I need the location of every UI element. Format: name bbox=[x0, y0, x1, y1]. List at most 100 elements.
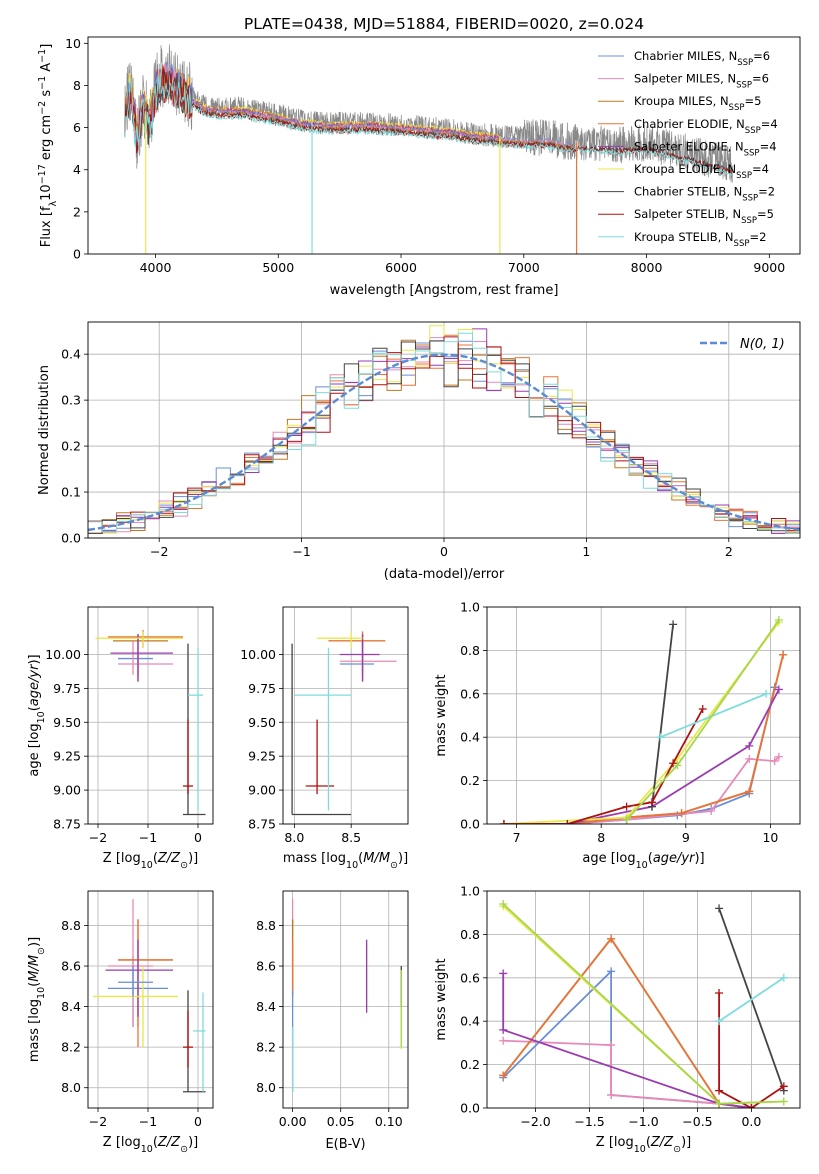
series-point-marker bbox=[745, 787, 754, 796]
x-axis-label-part: )] bbox=[681, 1135, 691, 1150]
x-axis-label-part: Z [log bbox=[596, 1135, 634, 1150]
legend-entry-n: =6 bbox=[752, 72, 769, 86]
y-axis-label: mass weight bbox=[434, 958, 449, 1040]
x-axis-label: Z [log10(Z/Z⊙)] bbox=[596, 1135, 691, 1155]
y-tick-label: 9.00 bbox=[53, 783, 81, 798]
y-tick-label: 0.6 bbox=[460, 970, 480, 985]
series-line-chabrier-elodie bbox=[503, 654, 784, 824]
x-axis-label-part: )] bbox=[188, 851, 198, 866]
y-axis-label-part: ] bbox=[39, 44, 54, 49]
y-tick-label: 0.2 bbox=[460, 1057, 480, 1072]
legend-entry-text: Kroupa MILES, N bbox=[634, 94, 729, 108]
y-axis-label-part: M/M bbox=[27, 955, 42, 982]
x-tick-label: −2 bbox=[89, 830, 107, 845]
y-axis-label-part: 10 bbox=[36, 987, 47, 999]
x-tick-label: 0.0 bbox=[741, 1114, 761, 1129]
x-tick-label: −1 bbox=[292, 544, 310, 559]
legend-entry-n: =5 bbox=[757, 207, 774, 221]
panel-massweight-vs-Z: −2.0 −1.5 −1.0 −0.5 0.0 0.0 0.2 0.4 0.6 0.8 1.0 Z [… bbox=[434, 884, 801, 1155]
x-tick-label: 2 bbox=[725, 544, 733, 559]
legend-entry-sub: SSP bbox=[736, 81, 752, 91]
y-axis-label-part: −17 bbox=[37, 164, 48, 184]
legend-entry: Chabrier MILES, NSSP=6 bbox=[634, 49, 770, 68]
axes-frame bbox=[87, 890, 214, 1109]
series-point-marker bbox=[745, 754, 754, 763]
y-tick-label: 0.0 bbox=[61, 531, 81, 546]
legend-entry: Chabrier ELODIE, NSSP=4 bbox=[634, 117, 778, 136]
series-point-marker bbox=[779, 973, 788, 982]
x-tick-label: 5000 bbox=[262, 260, 294, 275]
x-axis-label-part: ( bbox=[648, 851, 653, 866]
y-tick-label: 1.0 bbox=[460, 884, 480, 899]
series-line-kroupa-elodie bbox=[503, 621, 780, 824]
series-line-salpeter-miles bbox=[503, 1039, 720, 1105]
legend-entry: Salpeter ELODIE, NSSP=4 bbox=[634, 139, 777, 158]
y-tick-label: 8.2 bbox=[61, 1040, 81, 1055]
legend-entry-n: =4 bbox=[760, 139, 777, 153]
y-tick-label: 9.50 bbox=[248, 715, 276, 730]
x-axis-label-part: Z [log bbox=[103, 851, 141, 866]
x-tick-label: 4000 bbox=[140, 260, 172, 275]
series-point-marker bbox=[779, 650, 788, 659]
series-point-marker bbox=[745, 741, 754, 750]
legend-entry-n: =2 bbox=[758, 185, 775, 199]
y-tick-label: 9.75 bbox=[53, 681, 81, 696]
y-tick-label: 10.00 bbox=[240, 647, 276, 662]
legend-entry-sub: SSP bbox=[745, 126, 761, 136]
series-point-marker bbox=[499, 1025, 508, 1034]
x-tick-label: 1 bbox=[582, 544, 590, 559]
series-point-marker bbox=[715, 1086, 724, 1095]
y-axis-label: Flux [fλ10−17 erg cm−2 s−1 A−1] bbox=[37, 44, 59, 248]
y-tick-label: 9.75 bbox=[248, 681, 276, 696]
plot-content bbox=[499, 900, 788, 1108]
series-point-marker bbox=[499, 900, 508, 909]
axes-frame bbox=[486, 606, 801, 825]
series-line-kroupa-stelib bbox=[660, 692, 767, 739]
legend-entry: Salpeter STELIB, NSSP=5 bbox=[634, 207, 774, 226]
series-point-marker bbox=[774, 685, 783, 694]
x-axis-label: age [log10(age/yr)] bbox=[582, 851, 704, 871]
legend-entry-sub: SSP bbox=[736, 171, 752, 181]
series-point-marker bbox=[774, 616, 783, 625]
axes-frame bbox=[282, 606, 409, 825]
series-line-salpeter-stelib bbox=[718, 993, 785, 1108]
y-axis-label-part: age/yr bbox=[27, 663, 42, 706]
series-point-marker bbox=[607, 1041, 616, 1050]
y-tick-label: 0.0 bbox=[460, 1101, 480, 1116]
legend-entry: Kroupa MILES, NSSP=5 bbox=[634, 94, 761, 113]
x-tick-label: 10 bbox=[762, 830, 778, 845]
legend-entry-n: =4 bbox=[752, 162, 769, 176]
legend-entry-text: Chabrier STELIB, N bbox=[634, 185, 742, 199]
series-point-marker bbox=[677, 809, 686, 818]
x-axis-label-part: ( bbox=[646, 1135, 651, 1150]
y-tick-label: 8.6 bbox=[61, 959, 81, 974]
y-tick-label: 0.4 bbox=[460, 730, 480, 745]
plot-area bbox=[88, 607, 213, 824]
observed-spectrum-line bbox=[124, 44, 733, 183]
y-axis-label-part: )] bbox=[27, 937, 42, 947]
y-tick-label: 9.00 bbox=[248, 783, 276, 798]
x-axis-label-part: ( bbox=[153, 851, 158, 866]
series-line-salpeter-stelib bbox=[503, 708, 704, 824]
x-tick-label: −2 bbox=[89, 1114, 107, 1129]
x-axis-label-part: ⊙ bbox=[390, 860, 398, 871]
legend-entry-n: =5 bbox=[744, 94, 761, 108]
gaussian-reference-curve bbox=[88, 353, 800, 532]
series-point-marker bbox=[647, 798, 656, 807]
y-tick-label: 8.8 bbox=[256, 918, 276, 933]
x-tick-label: −2 bbox=[150, 544, 168, 559]
histogram-kroupa-stelib bbox=[88, 332, 800, 534]
y-axis-label-part: erg cm bbox=[39, 115, 54, 164]
x-axis-label: (data-model)/error bbox=[384, 567, 505, 582]
panel-spectrum: 4000 5000 6000 7000 8000 9000 0 2 4 6 8 10 PLATE=043… bbox=[37, 15, 801, 298]
legend-entry-n: =6 bbox=[753, 49, 770, 63]
x-axis-label-part: 10 bbox=[141, 860, 153, 871]
y-tick-label: 0.6 bbox=[460, 686, 480, 701]
y-tick-label: 0.4 bbox=[61, 347, 81, 362]
series-point-marker bbox=[747, 1104, 756, 1108]
series-point-marker bbox=[622, 815, 631, 824]
x-axis-label-part: age/yr bbox=[653, 851, 696, 866]
y-tick-label: 8.0 bbox=[61, 1080, 81, 1095]
x-axis-label-part: 10 bbox=[346, 860, 358, 871]
